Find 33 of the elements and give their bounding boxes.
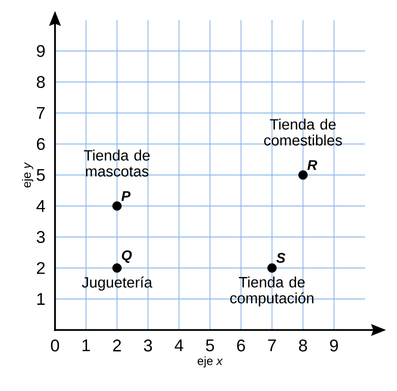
x-tick-label: 6 [237,339,245,352]
data-label: Q [122,250,132,263]
x-tick-label: 1 [82,339,90,352]
data-label: P [121,191,131,201]
x-tick-label: 7 [268,339,276,352]
y-axis-title: eje y [22,162,34,188]
x-axis-title: eje x [198,356,223,368]
data-label: R [307,160,318,170]
y-tick-label: 9 [36,45,45,57]
y-tick-label: 8 [36,76,45,88]
annotation: Tienda de computación [230,276,314,306]
point [112,263,122,273]
point [267,263,277,273]
x-tick-label: 5 [206,339,214,352]
point [112,201,122,211]
y-tick-label: 3 [36,231,45,243]
annotation: Juguetería [82,276,152,291]
annotation: Tienda de mascotas [84,150,150,177]
data-label: S [276,252,286,263]
x-tick-label: 9 [330,339,338,352]
x-tick-label: 0 [50,339,60,352]
y-tick-label: 5 [36,169,45,181]
x-tick-label: 4 [174,339,184,352]
x-tick-label: 2 [113,339,121,352]
point [298,170,308,180]
y-tick-label: 1 [37,293,45,305]
x-tick-label: 3 [144,339,152,352]
annotation: Tienda de comestibles [264,118,342,146]
y-tick-label: 6 [36,138,45,150]
y-tick-label: 4 [36,200,46,212]
x-tick-label: 8 [299,339,307,352]
y-tick-label: 7 [36,107,45,119]
y-tick-label: 2 [36,262,45,274]
